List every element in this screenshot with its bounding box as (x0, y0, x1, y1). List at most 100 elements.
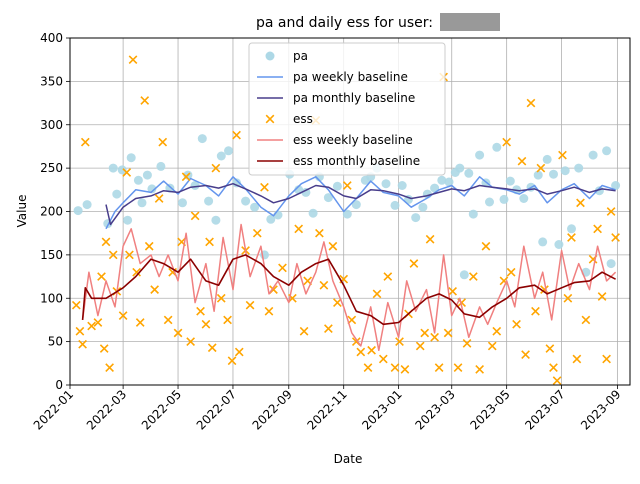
pa-point (411, 213, 421, 223)
ess-point (481, 241, 491, 251)
pa-point (437, 175, 447, 185)
pa-point (142, 170, 152, 180)
ess-point (211, 163, 221, 173)
pa-point (342, 209, 352, 219)
pa-point (112, 189, 122, 199)
pa-point (126, 153, 136, 163)
legend-swatch (265, 51, 275, 61)
ess-point (105, 363, 114, 373)
ess-point (80, 137, 90, 147)
ess-point (125, 250, 134, 260)
ess-point (227, 356, 237, 366)
ess-point (299, 326, 309, 336)
y-tick-label: 250 (40, 161, 63, 175)
pa-point (204, 196, 214, 206)
pa-point (542, 154, 552, 164)
ess-point (232, 130, 241, 140)
pa-point (602, 146, 612, 156)
legend-entry: pa (265, 49, 308, 63)
pa-point (492, 142, 502, 152)
ess-point (549, 363, 558, 373)
pa-point (444, 177, 454, 187)
legend-entry: ess weekly baseline (257, 133, 413, 147)
ess-point (512, 319, 521, 329)
legend-label: ess (293, 112, 313, 126)
ess-point (502, 137, 512, 147)
ess-point (294, 224, 304, 234)
ess-point (499, 276, 509, 286)
legend-label: ess weekly baseline (293, 133, 413, 147)
ess-point (144, 241, 154, 251)
y-tick-label: 50 (48, 335, 63, 349)
ess-point (395, 337, 404, 346)
ess-point (462, 338, 472, 348)
ess-point (101, 237, 111, 247)
ess-point (475, 365, 485, 374)
pa-point (468, 209, 478, 219)
ess-point (552, 376, 562, 386)
y-axis: 0 50 100 150 200 250 300 350 400 (40, 31, 70, 392)
ess-point (372, 289, 382, 299)
legend-entry: ess monthly baseline (257, 154, 420, 168)
ess-point (526, 98, 536, 108)
ess-point (517, 156, 527, 166)
ess-point (521, 350, 530, 360)
ess-point (216, 293, 226, 303)
y-tick-label: 0 (55, 378, 63, 392)
legend-label: pa weekly baseline (293, 70, 408, 84)
pa-point (499, 194, 509, 204)
pa-point (241, 196, 251, 206)
legend-box (248, 42, 446, 176)
ess-point (606, 207, 616, 216)
pa-point (549, 169, 558, 179)
ess-point (87, 321, 96, 331)
legend-entry: ess (265, 112, 313, 126)
pa-point (133, 175, 143, 185)
ess-point (173, 328, 183, 338)
y-tick-label: 400 (40, 31, 63, 45)
pa-point (567, 224, 576, 234)
ess-point (154, 194, 164, 203)
pa-point (381, 179, 391, 189)
ess-point (324, 324, 333, 333)
title-redaction-box (440, 13, 500, 31)
ess-point (245, 300, 255, 310)
pa-point (455, 163, 465, 173)
ess-point (158, 137, 168, 147)
ess-point (78, 339, 87, 349)
ess-point (71, 300, 81, 310)
series-ess-weekly-baseline (81, 223, 617, 352)
ess-point (434, 363, 444, 373)
ess-point (201, 319, 211, 329)
y-tick-label: 200 (40, 205, 63, 219)
pa-point (216, 151, 226, 161)
ess-point (363, 363, 373, 373)
ess-point (453, 363, 463, 373)
pa-point (475, 150, 485, 160)
ess-point (108, 250, 118, 260)
pa-point (197, 134, 207, 144)
ess-point (468, 272, 478, 281)
ess-point (383, 272, 393, 281)
ess-point (190, 211, 200, 221)
ess-point (260, 182, 269, 192)
pa-point (554, 240, 564, 249)
ess-point (415, 341, 425, 351)
ess-point (409, 259, 419, 268)
ess-point (572, 354, 582, 364)
pa-point (224, 146, 233, 156)
ess-point (207, 343, 217, 353)
y-tick-label: 300 (40, 118, 63, 132)
pa-point (430, 183, 440, 193)
ess-point (536, 163, 546, 173)
pa-monthly-baseline-line (105, 182, 616, 226)
ess-point (97, 272, 106, 281)
ess-point (420, 328, 430, 338)
legend: pa pa weekly baseline pa monthly baseline e… (248, 42, 446, 176)
ess-point (425, 234, 435, 244)
series-layer (71, 55, 621, 386)
y-tick-label: 350 (40, 74, 63, 88)
ess-point (223, 315, 232, 325)
ess-point (333, 298, 342, 307)
